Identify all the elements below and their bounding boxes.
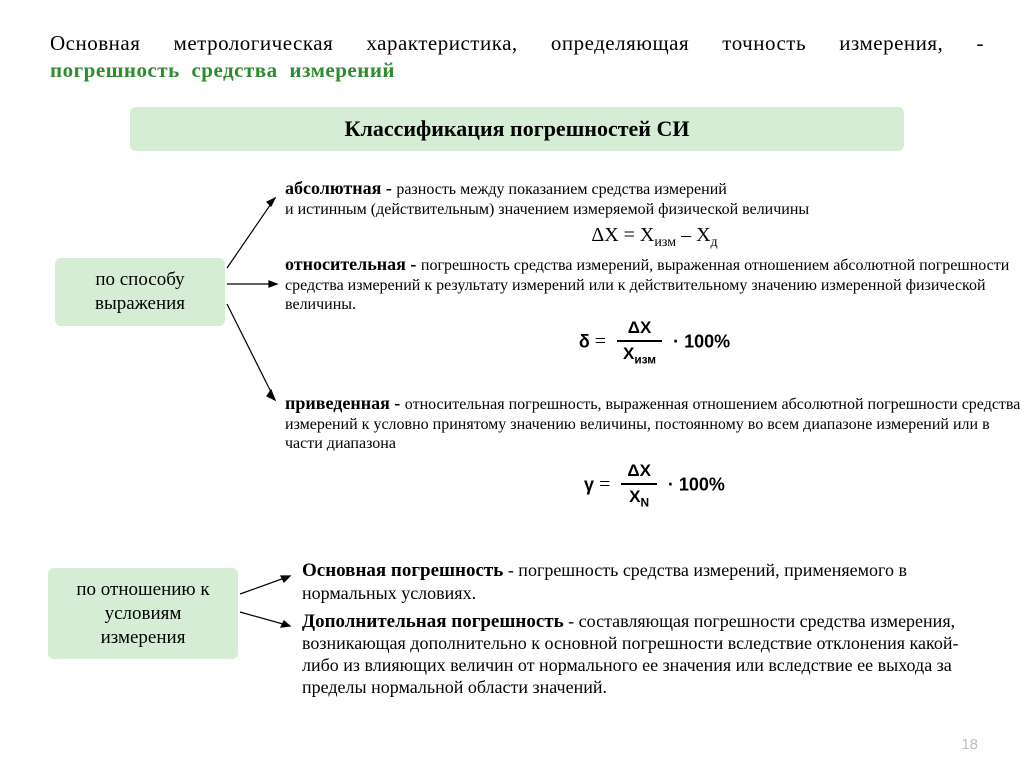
block-additional-error: Дополнительная погрешность - составляюща… (302, 610, 994, 699)
abs-formula: ΔX = Xизм – Xд (285, 223, 1024, 252)
extra-term: Дополнительная погрешность (302, 611, 564, 632)
abs-term: абсолютная - (285, 178, 396, 198)
page-number: 18 (961, 736, 978, 753)
classification-title: Классификация погрешностей СИ (130, 107, 904, 151)
arrow-cat2-extra (238, 610, 298, 632)
abs-desc1: разность между показанием средства измер… (396, 181, 727, 198)
cat2-line1: по отношению к (76, 579, 209, 600)
priv-formula: γ = ΔXXN · 100% (285, 461, 1024, 510)
arrow-cat1-priv (225, 300, 285, 410)
cat1-line2: выражения (95, 293, 185, 314)
basic-term: Основная погрешность (302, 560, 503, 581)
arrow-cat1-rel (225, 279, 285, 289)
rel-formula: δ = ΔXXизм · 100% (285, 318, 1024, 367)
block-relative: относительная - погрешность средства изм… (285, 254, 1024, 371)
block-absolute: абсолютная - разность между показанием с… (285, 178, 1024, 256)
block-reduced: приведенная - относительная погрешность,… (285, 393, 1024, 514)
category-expression: по способу выражения (55, 258, 225, 326)
rel-term: относительная - (285, 254, 421, 274)
arrow-cat1-abs (225, 192, 285, 272)
block-basic-error: Основная погрешность - погрешность средс… (302, 560, 994, 604)
cat2-line2: условиям (105, 603, 182, 624)
priv-term: приведенная - (285, 393, 405, 413)
intro-plain: Основная метрологическая характеристика,… (50, 31, 984, 55)
category-conditions: по отношению к условиям измерения (48, 568, 238, 659)
abs-desc2: и истинным (действительным) значением из… (285, 201, 809, 218)
arrow-cat2-basic (238, 572, 298, 600)
cat2-line3: измерения (101, 627, 186, 648)
intro-emph: погрешность средства измерений (50, 58, 395, 82)
intro-text: Основная метрологическая характеристика,… (50, 30, 984, 85)
cat1-line1: по способу (95, 269, 184, 290)
